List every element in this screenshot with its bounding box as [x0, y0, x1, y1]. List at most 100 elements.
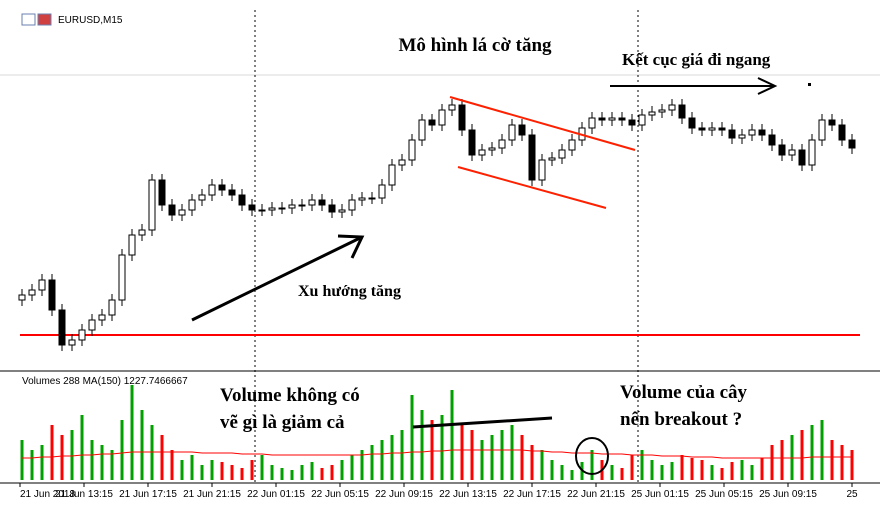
candle-body	[628, 119, 636, 126]
candle-body	[808, 139, 816, 166]
candle-body	[678, 104, 686, 119]
symbol-icon	[21, 13, 52, 26]
time-label: 22 Jun 09:15	[375, 489, 433, 500]
candle-body	[568, 139, 576, 151]
candle-body	[358, 197, 366, 201]
dot	[808, 83, 811, 86]
candle-body	[658, 109, 666, 113]
volume-bar	[480, 440, 484, 480]
volume-bar	[180, 460, 184, 480]
volume-bar	[550, 460, 554, 480]
candle-body	[458, 104, 466, 131]
volume-bar	[530, 445, 534, 480]
candle-body	[668, 104, 676, 111]
candle-body	[138, 229, 146, 236]
volume-bar	[620, 468, 624, 480]
candle-body	[118, 254, 126, 301]
candle-body	[518, 124, 526, 136]
candle-body	[648, 111, 656, 116]
candle-body	[168, 204, 176, 216]
candle-body	[818, 119, 826, 141]
volume-bar	[350, 455, 354, 480]
candle-body	[498, 139, 506, 149]
candle-body	[78, 329, 86, 341]
time-label: 25 Jun 09:15	[759, 489, 817, 500]
volume-bar	[330, 465, 334, 480]
time-label: 21 Jun 21:15	[183, 489, 241, 500]
volume-bar	[470, 430, 474, 480]
volume-bar	[280, 468, 284, 480]
volume-bar	[80, 415, 84, 480]
volume-bar	[340, 460, 344, 480]
candle-body	[838, 124, 846, 141]
candle-body	[368, 197, 376, 200]
time-label: 22 Jun 17:15	[503, 489, 561, 500]
volume-bar	[590, 450, 594, 480]
candle-body	[308, 199, 316, 206]
candle-body	[218, 184, 226, 191]
volume-bar	[810, 425, 814, 480]
volume-bar	[400, 430, 404, 480]
symbol-label: EURUSD,M15	[58, 15, 123, 26]
volume-bar	[20, 440, 24, 480]
candle-body	[258, 209, 266, 212]
candle-body	[208, 184, 216, 196]
annotation: Volume của cây	[620, 382, 748, 403]
candle-body	[158, 179, 166, 206]
annotation: vẽ gì là giảm cả	[220, 412, 345, 433]
candle-body	[828, 119, 836, 126]
volume-bar	[560, 465, 564, 480]
volume-bar	[850, 450, 854, 480]
volume-bar	[500, 430, 504, 480]
volume-bar	[680, 455, 684, 480]
candle-body	[328, 204, 336, 213]
volume-bar	[770, 445, 774, 480]
candle-body	[38, 279, 46, 291]
candle-body	[438, 109, 446, 126]
volume-bar	[320, 468, 324, 480]
volume-bar	[710, 465, 714, 480]
candle-body	[638, 114, 646, 126]
volume-bar	[230, 465, 234, 480]
time-label: 22 Jun 13:15	[439, 489, 497, 500]
volume-bar	[110, 450, 114, 480]
candle-body	[418, 119, 426, 141]
candle-body	[178, 209, 186, 216]
candle-body	[468, 129, 476, 156]
candle-body	[58, 309, 66, 346]
volume-bar	[390, 435, 394, 480]
time-label: 25 Jun 01:15	[631, 489, 689, 500]
candle-body	[318, 199, 326, 206]
candle-body	[708, 127, 716, 131]
candle-body	[228, 189, 236, 196]
volume-bar	[260, 455, 264, 480]
candle-body	[508, 124, 516, 141]
candle-body	[88, 319, 96, 331]
volume-bar	[510, 425, 514, 480]
time-label: 25	[846, 489, 858, 500]
volume-bar	[210, 460, 214, 480]
volume-title: Volumes 288 MA(150) 1227.7466667	[22, 376, 188, 387]
candle-body	[98, 314, 106, 321]
volume-bar	[290, 470, 294, 480]
candle-body	[528, 134, 536, 181]
volume-bar	[250, 460, 254, 480]
volume-bar	[160, 435, 164, 480]
candle-body	[728, 129, 736, 139]
candle-body	[348, 199, 356, 211]
volume-bar	[720, 468, 724, 480]
volume-bar	[820, 420, 824, 480]
volume-bar	[360, 450, 364, 480]
volume-bar	[490, 435, 494, 480]
volume-bar	[700, 460, 704, 480]
candle-body	[378, 184, 386, 199]
candle-body	[428, 119, 436, 126]
volume-bar	[690, 458, 694, 480]
candle-body	[48, 279, 56, 311]
volume-bar	[90, 440, 94, 480]
candle-body	[148, 179, 156, 231]
volume-bar	[240, 468, 244, 480]
volume-bar	[190, 455, 194, 480]
volume-bar	[220, 462, 224, 480]
